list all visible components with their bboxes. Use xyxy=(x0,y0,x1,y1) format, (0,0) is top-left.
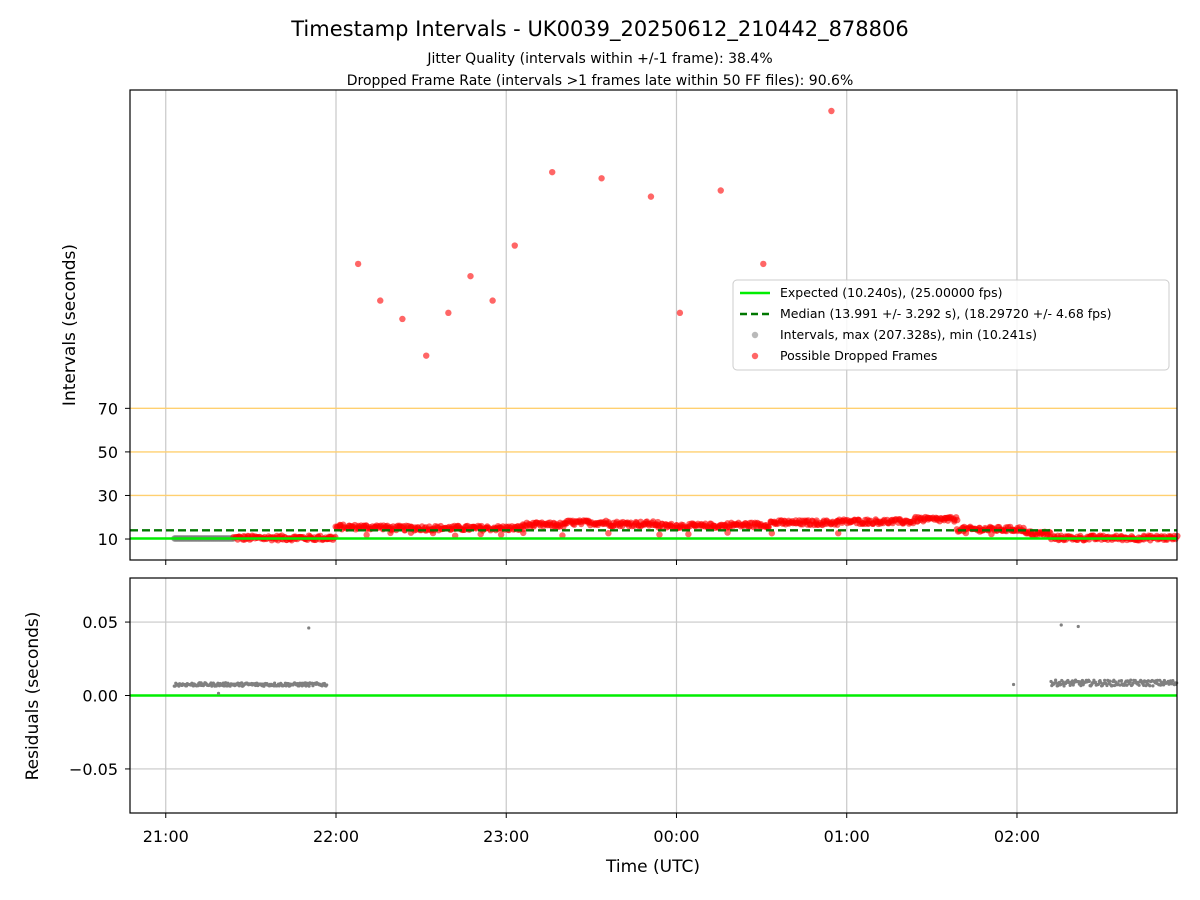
x-tick-label: 01:00 xyxy=(824,827,870,846)
dropped-frame-outlier xyxy=(377,297,384,304)
residual-point xyxy=(1087,679,1091,683)
bottom-y-tick-label: −0.05 xyxy=(69,760,118,779)
residual-point xyxy=(1168,679,1173,683)
residual-point xyxy=(1103,678,1107,682)
chart-title: Timestamp Intervals - UK0039_20250612_21… xyxy=(290,17,909,42)
residual-point xyxy=(1110,683,1114,688)
residual-outlier xyxy=(216,691,221,695)
residual-point xyxy=(1125,683,1129,687)
dropped-frame-point xyxy=(605,530,612,537)
dropped-frame-outlier xyxy=(676,309,684,317)
dropped-frame-outlier xyxy=(549,168,556,176)
legend: Expected (10.240s), (25.00000 fps) Media… xyxy=(732,279,1170,371)
x-axis-label: Time (UTC) xyxy=(605,857,700,877)
dropped-frame-outlier xyxy=(511,242,518,249)
legend-entry-median: Median (13.991 +/- 3.292 s), (18.29720 +… xyxy=(780,306,1111,321)
residual-point xyxy=(1105,683,1109,688)
residual-outlier xyxy=(307,626,311,630)
residual-outlier xyxy=(1059,623,1063,627)
residual-point xyxy=(325,683,329,687)
bottom-panel: −0.05 0.00 0.05 21:00 22:00 23:00 00:00 01:00 0… xyxy=(23,577,1179,877)
dropped-frame-outlier xyxy=(399,315,406,323)
residual-point xyxy=(1155,678,1160,682)
residual-point xyxy=(240,681,244,685)
top-panel-reference-lines xyxy=(130,529,1177,540)
residual-point xyxy=(1122,683,1127,687)
legend-entry-dropped: Possible Dropped Frames xyxy=(780,348,937,363)
dropped-frame-outlier xyxy=(423,352,430,359)
residual-point xyxy=(1119,678,1124,683)
residual-point xyxy=(1080,678,1085,683)
residual-point xyxy=(1054,678,1058,682)
x-tick-label: 22:00 xyxy=(313,827,359,846)
dropped-frame-outlier xyxy=(467,272,474,280)
residual-point xyxy=(222,684,226,688)
dropped-frame-outlier xyxy=(828,107,835,115)
top-panel: 10 30 50 70 Intervals (seconds) Expected (1… xyxy=(60,89,1181,565)
bottom-panel-x-ticks: 21:00 22:00 23:00 00:00 01:00 02:00 xyxy=(143,813,1040,846)
dropped-frame-point xyxy=(559,532,566,539)
legend-entry-expected: Expected (10.240s), (25.00000 fps) xyxy=(780,285,1002,300)
top-panel-y-ticks: 10 30 50 70 xyxy=(98,399,130,549)
dropped-frame-outlier xyxy=(445,309,452,317)
x-tick-label: 00:00 xyxy=(653,827,699,846)
dropped-frame-outlier xyxy=(489,297,496,304)
dropped-frame-point xyxy=(363,531,370,539)
dropped-frame-point xyxy=(954,516,961,524)
residual-point xyxy=(1171,679,1175,683)
residual-point xyxy=(273,681,277,685)
residual-point xyxy=(307,684,311,688)
dropped-frame-outlier xyxy=(647,193,655,200)
bottom-y-axis-label: Residuals (seconds) xyxy=(23,612,43,781)
top-y-tick-label: 70 xyxy=(98,399,118,418)
top-y-tick-label: 50 xyxy=(98,443,118,462)
top-y-tick-label: 10 xyxy=(98,530,118,549)
residual-outlier xyxy=(1011,682,1016,687)
bottom-panel-y-ticks: −0.05 0.00 0.05 xyxy=(69,613,130,779)
residual-point xyxy=(1108,679,1112,683)
bottom-y-tick-label: 0.00 xyxy=(82,687,118,706)
residual-point xyxy=(1099,681,1103,685)
residual-point xyxy=(1062,684,1066,688)
dropped-frame-point xyxy=(768,530,776,537)
top-y-axis-label: Intervals (seconds) xyxy=(60,244,80,406)
legend-entry-intervals: Intervals, max (207.328s), min (10.241s) xyxy=(780,327,1037,342)
top-panel-x-ticks xyxy=(165,560,1018,565)
top-y-tick-label: 30 xyxy=(98,486,118,505)
dropped-frame-outlier xyxy=(717,187,724,194)
dropped-frame-point xyxy=(988,530,995,538)
residual-point xyxy=(1131,681,1135,685)
residual-point xyxy=(1151,684,1155,688)
residual-point xyxy=(1129,678,1133,682)
dropped-frame-outlier xyxy=(598,175,605,182)
top-panel-threshold-lines xyxy=(130,407,1177,497)
chart-subtitle-line2: Dropped Frame Rate (intervals >1 frames … xyxy=(347,73,854,89)
dropped-frame-point xyxy=(477,530,484,538)
residual-point xyxy=(1137,683,1141,687)
dropped-frame-outlier xyxy=(354,260,362,268)
legend-box xyxy=(732,279,1170,371)
chart-subtitle-line1: Jitter Quality (intervals within +/-1 fr… xyxy=(426,51,772,67)
dropped-frame-point xyxy=(656,531,663,538)
dropped-frame-point xyxy=(835,530,842,537)
bottom-y-tick-label: 0.05 xyxy=(82,613,118,632)
residual-point xyxy=(1096,682,1101,686)
bottom-panel-points xyxy=(172,623,1179,695)
dropped-frame-point xyxy=(497,531,505,538)
residual-point xyxy=(1093,680,1098,684)
legend-dropped-swatch xyxy=(751,352,759,360)
x-tick-label: 02:00 xyxy=(994,827,1040,846)
residual-outlier xyxy=(1076,624,1080,629)
top-panel-frame xyxy=(129,89,1178,561)
residual-point xyxy=(1142,683,1146,688)
residual-point xyxy=(1148,684,1152,688)
dropped-frame-outlier xyxy=(760,260,767,268)
x-tick-label: 21:00 xyxy=(143,827,189,846)
legend-intervals-swatch xyxy=(751,331,759,339)
x-tick-label: 23:00 xyxy=(483,827,529,846)
dropped-frame-point xyxy=(685,530,692,538)
